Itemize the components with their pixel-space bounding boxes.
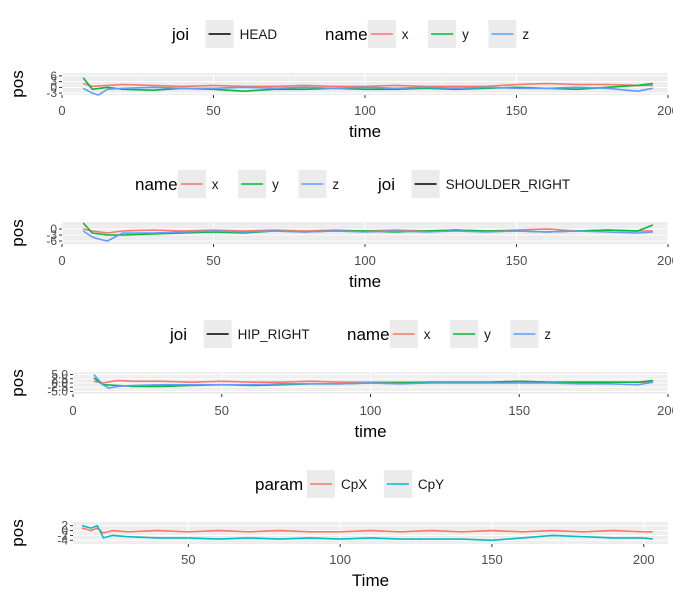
y-tick-label: 3 bbox=[50, 75, 57, 89]
y-axis-title: pos bbox=[8, 70, 27, 97]
series-line-z bbox=[82, 230, 653, 242]
x-tick-label: 100 bbox=[354, 103, 376, 118]
legend-label: HEAD bbox=[240, 27, 278, 42]
legend-title: name bbox=[325, 25, 368, 44]
legend-title: name bbox=[347, 325, 390, 344]
x-axis-title: Time bbox=[352, 571, 389, 590]
legend-label: x bbox=[424, 327, 431, 342]
x-tick-label: 150 bbox=[506, 103, 528, 118]
x-tick-label: 50 bbox=[206, 103, 220, 118]
y-tick-label: -2.5 bbox=[47, 380, 68, 394]
x-tick-label: 150 bbox=[506, 253, 528, 268]
x-tick-label: 200 bbox=[657, 253, 673, 268]
legend-2: name x y z joi SHOULDER_RIGHT bbox=[135, 170, 570, 198]
x-tick-label: 150 bbox=[508, 403, 530, 418]
x-axis-title: time bbox=[354, 422, 386, 441]
y-tick-label: 2 bbox=[61, 519, 68, 533]
legend-title: param bbox=[255, 475, 303, 494]
x-tick-label: 200 bbox=[633, 552, 655, 567]
y-tick-label: 0 bbox=[61, 524, 68, 538]
x-tick-label: 100 bbox=[329, 552, 351, 567]
x-tick-label: 0 bbox=[58, 253, 65, 268]
y-tick-label: -2 bbox=[57, 528, 68, 542]
y-tick-label: -5.0 bbox=[47, 384, 68, 398]
y-tick-label: 6 bbox=[50, 69, 57, 83]
series-line-z bbox=[93, 373, 654, 389]
legend-label: z bbox=[332, 177, 339, 192]
panel-2: 0 50 100 150 200 -6-30 time pos bbox=[8, 219, 673, 291]
panel-3: 0 50 100 150 200 -5.0-2.50.02.55.0 time pos bbox=[8, 368, 673, 441]
x-axis-title: time bbox=[349, 122, 381, 141]
legend-label: CpY bbox=[418, 477, 444, 492]
series-line-x bbox=[82, 82, 653, 88]
legend-label: y bbox=[484, 327, 491, 342]
y-tick-label: -4 bbox=[57, 533, 68, 547]
x-tick-label: 100 bbox=[360, 403, 382, 418]
x-tick-label: 150 bbox=[481, 552, 503, 567]
legend-title: joi bbox=[171, 25, 189, 44]
x-tick-label: 50 bbox=[181, 552, 195, 567]
legend-label: z bbox=[544, 327, 551, 342]
y-tick-label: 0 bbox=[50, 80, 57, 94]
x-axis-title: time bbox=[349, 272, 381, 291]
series-line-z bbox=[82, 86, 654, 96]
legend-label: z bbox=[522, 27, 529, 42]
legend-label: x bbox=[402, 27, 409, 42]
y-axis-title: pos bbox=[8, 519, 27, 546]
y-tick-label: 0 bbox=[50, 222, 57, 236]
legend-label: x bbox=[212, 177, 219, 192]
y-tick-label: -3 bbox=[46, 86, 57, 100]
legend-3: joi HIP_RIGHT name x y z bbox=[169, 320, 551, 348]
legend-label: y bbox=[272, 177, 279, 192]
series-line-y bbox=[82, 77, 653, 92]
y-tick-label: -6 bbox=[46, 234, 57, 248]
legend-label: CpX bbox=[341, 477, 367, 492]
legend-title: joi bbox=[169, 325, 187, 344]
legend-label: y bbox=[462, 27, 469, 42]
x-tick-label: 100 bbox=[354, 253, 376, 268]
legend-label: SHOULDER_RIGHT bbox=[446, 177, 571, 192]
y-tick-label: 2.5 bbox=[51, 372, 68, 386]
y-tick-label: -3 bbox=[46, 228, 57, 242]
y-axis-title: pos bbox=[8, 369, 27, 396]
panel-4: 50 100 150 200 -4-202 Time pos bbox=[8, 519, 668, 590]
legend-title: name bbox=[135, 175, 178, 194]
legend-1: joi HEAD name x y z bbox=[171, 20, 529, 48]
x-tick-label: 50 bbox=[206, 253, 220, 268]
x-tick-label: 50 bbox=[215, 403, 229, 418]
legend-title: joi bbox=[377, 175, 395, 194]
x-tick-label: 200 bbox=[657, 103, 673, 118]
y-axis-title: pos bbox=[8, 219, 27, 246]
legend-label: HIP_RIGHT bbox=[238, 327, 310, 342]
series-line-CpX bbox=[81, 527, 653, 534]
y-tick-label: 0.0 bbox=[51, 376, 68, 390]
x-tick-label: 200 bbox=[657, 403, 673, 418]
x-tick-label: 0 bbox=[58, 103, 65, 118]
y-tick-label: 5.0 bbox=[51, 368, 68, 382]
series-line-CpY bbox=[81, 524, 653, 542]
x-tick-label: 0 bbox=[69, 403, 76, 418]
legend-4: param CpX CpY bbox=[255, 470, 444, 498]
